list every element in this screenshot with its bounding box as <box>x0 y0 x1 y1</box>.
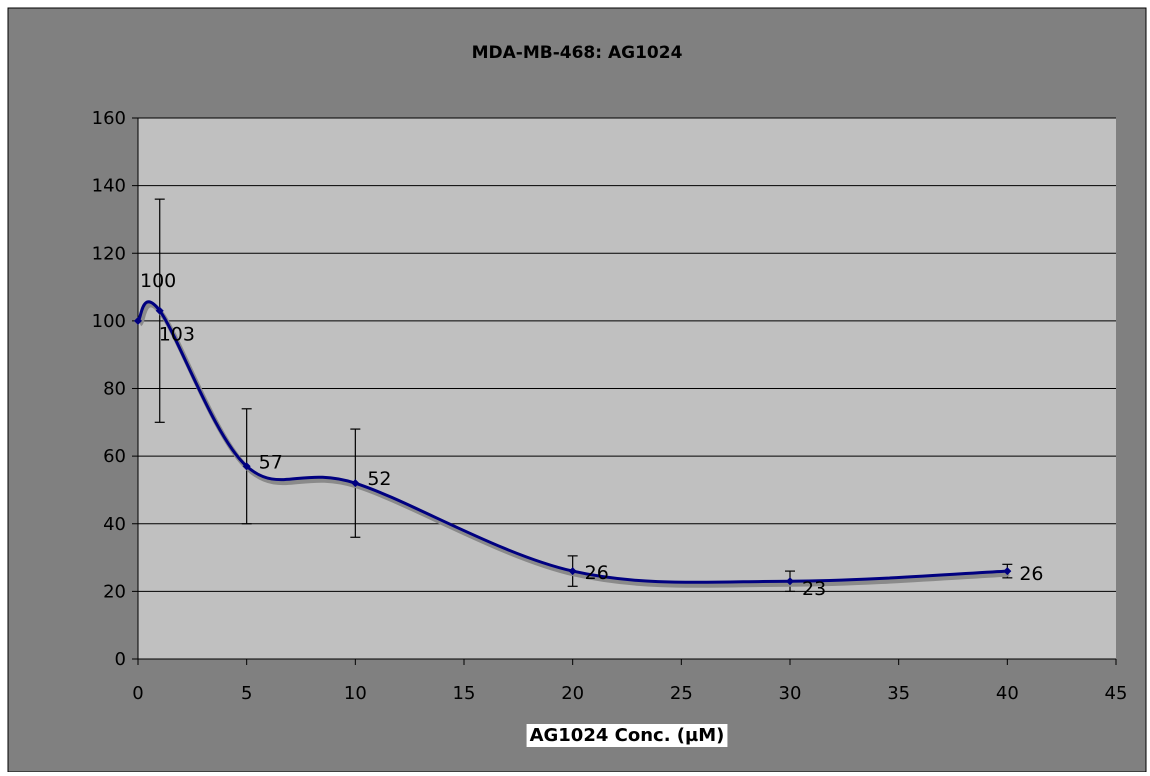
y-tick-labels: 0 20 40 60 80 100 120 140 160 <box>92 108 138 670</box>
data-label-4: 26 <box>585 562 609 584</box>
x-tick-label-5: 5 <box>241 683 252 704</box>
x-tick-label-0: 0 <box>132 683 143 704</box>
y-tick-label-100: 100 <box>92 311 126 332</box>
x-tick-labels: 0 5 10 15 20 25 30 35 40 45 <box>132 659 1127 704</box>
y-tick-label-40: 40 <box>103 514 126 535</box>
x-tick-label-35: 35 <box>887 683 910 704</box>
data-point-6 <box>1003 567 1012 576</box>
y-tick-label-60: 60 <box>103 446 126 467</box>
data-point-0 <box>134 316 142 325</box>
x-tick-label-20: 20 <box>561 683 584 704</box>
y-tick-label-120: 120 <box>92 243 126 264</box>
x-axis-label: AG1024 Conc. (µM) <box>530 725 725 746</box>
data-labels: 100 103 57 52 26 23 26 <box>140 270 1044 600</box>
x-tick-label-45: 45 <box>1105 683 1128 704</box>
data-point-5 <box>786 577 794 586</box>
x-tick-label-25: 25 <box>670 683 693 704</box>
x-axis-label-background <box>526 724 728 747</box>
x-tick-label-40: 40 <box>996 683 1019 704</box>
series-line <box>136 300 1008 584</box>
data-point-2 <box>242 462 251 471</box>
y-tick-label-80: 80 <box>103 379 126 400</box>
data-point-4 <box>568 567 577 576</box>
data-label-1: 103 <box>159 324 195 346</box>
y-tick-label-160: 160 <box>92 108 126 129</box>
gridlines <box>138 117 1116 592</box>
data-label-2: 57 <box>259 451 283 473</box>
y-tick-label-0: 0 <box>115 649 126 670</box>
data-label-5: 23 <box>802 578 826 600</box>
x-tick-label-10: 10 <box>344 683 367 704</box>
data-point-3 <box>351 479 360 488</box>
x-tick-label-30: 30 <box>779 683 802 704</box>
data-label-6: 26 <box>1019 563 1043 585</box>
x-tick-label-15: 15 <box>453 683 476 704</box>
data-point-1 <box>155 306 164 315</box>
data-label-3: 52 <box>367 468 391 490</box>
data-points <box>134 306 1012 586</box>
y-tick-label-20: 20 <box>103 581 126 602</box>
data-label-0: 100 <box>140 270 176 292</box>
y-tick-label-140: 140 <box>92 176 126 197</box>
chart-title: MDA-MB-468: AG1024 <box>472 43 683 63</box>
